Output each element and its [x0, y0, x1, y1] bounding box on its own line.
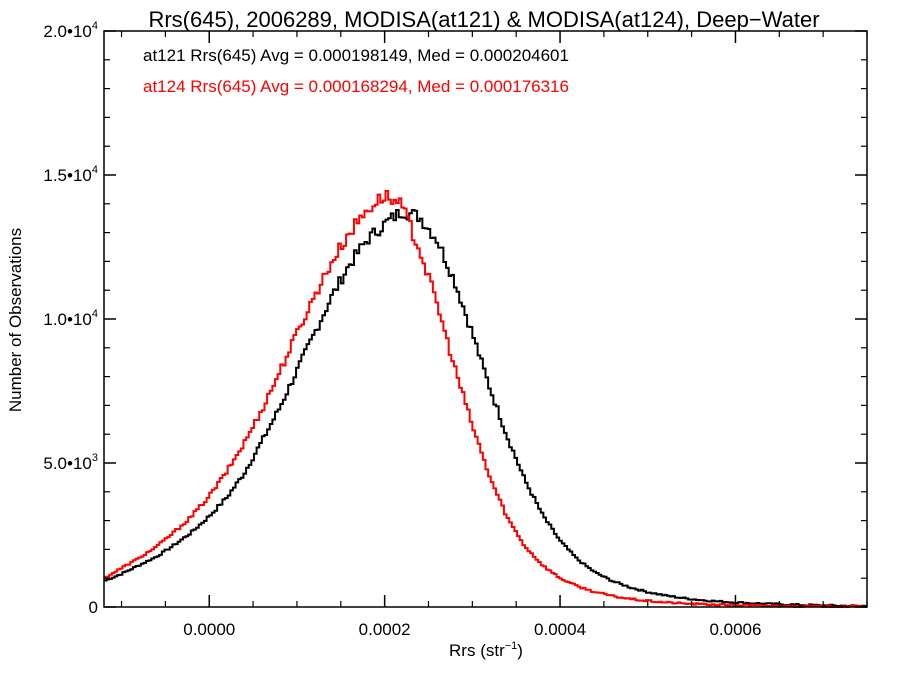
x-tick-label: 0.0002 [359, 620, 411, 639]
chart-title: Rrs(645), 2006289, MODISA(at121) & MODIS… [148, 7, 819, 32]
y-tick-label: 1.5•104 [43, 164, 98, 185]
series-layer [104, 189, 867, 608]
x-axis-label: Rrs (str−1) [449, 640, 523, 660]
annotation-at121: at121 Rrs(645) Avg = 0.000198149, Med = … [143, 46, 569, 65]
x-axis-label-exponent: −1 [505, 640, 518, 652]
y-tick-label: 5.0•103 [43, 452, 98, 473]
y-tick-label: 2.0•104 [43, 20, 98, 41]
y-tick-label: 0 [89, 598, 98, 617]
x-tick-label: 0.0004 [534, 620, 586, 639]
y-axis-label: Number of Observations [6, 228, 25, 412]
x-axis-label-end: ) [517, 641, 523, 660]
y-tick-label: 1.0•104 [43, 308, 98, 329]
series-line-1 [104, 189, 867, 608]
annotation-at124: at124 Rrs(645) Avg = 0.000168294, Med = … [143, 77, 569, 96]
x-axis-label-text: Rrs (str [449, 641, 505, 660]
ticks-layer: 0.0000 0.0002 0.0004 0.0006 0 5.0•103 1.0•104 1… [43, 20, 868, 639]
x-tick-label: 0.0000 [183, 620, 235, 639]
plot-frame [103, 30, 868, 608]
series-line-0 [104, 209, 867, 608]
x-tick-label: 0.0006 [709, 620, 761, 639]
